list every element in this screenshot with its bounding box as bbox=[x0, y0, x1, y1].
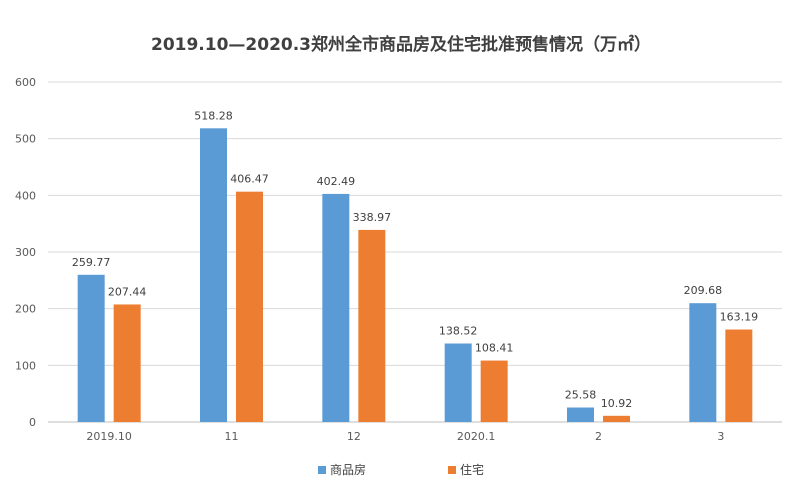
data-label: 338.97 bbox=[353, 211, 392, 224]
legend-swatch bbox=[318, 466, 326, 474]
legend-swatch bbox=[448, 466, 456, 474]
data-label: 10.92 bbox=[601, 397, 633, 410]
bar bbox=[113, 304, 141, 422]
bar bbox=[322, 193, 350, 422]
data-label: 138.52 bbox=[439, 325, 478, 338]
bar bbox=[567, 407, 594, 422]
y-tick-label: 300 bbox=[15, 246, 36, 259]
bar bbox=[444, 343, 472, 422]
data-label: 406.47 bbox=[230, 173, 269, 186]
y-tick-label: 200 bbox=[15, 303, 36, 316]
data-label: 259.77 bbox=[72, 256, 111, 269]
x-tick-label: 2020.1 bbox=[457, 430, 496, 443]
data-labels: 259.77 207.44 518.28 406.47 402.49 338.97 138.… bbox=[72, 109, 758, 410]
data-label: 209.68 bbox=[684, 284, 723, 297]
data-label: 108.41 bbox=[475, 342, 514, 355]
x-tick-label: 11 bbox=[225, 430, 239, 443]
bar bbox=[480, 360, 508, 422]
y-tick-label: 0 bbox=[29, 416, 36, 429]
bars bbox=[77, 128, 753, 423]
x-tick-label: 2019.10 bbox=[86, 430, 132, 443]
y-axis-ticks: 0 100 200 300 400 500 600 bbox=[15, 76, 36, 429]
bar bbox=[725, 329, 753, 422]
data-label: 402.49 bbox=[317, 175, 356, 188]
data-label: 518.28 bbox=[194, 109, 233, 122]
x-tick-label: 3 bbox=[717, 430, 724, 443]
y-tick-label: 100 bbox=[15, 359, 36, 372]
data-label: 163.19 bbox=[720, 311, 759, 324]
bar bbox=[603, 415, 630, 422]
legend-label: 商品房 bbox=[330, 462, 366, 477]
y-tick-label: 500 bbox=[15, 133, 36, 146]
gridlines bbox=[48, 81, 782, 423]
bar bbox=[358, 229, 386, 422]
bar bbox=[200, 128, 227, 423]
y-tick-label: 600 bbox=[15, 76, 36, 89]
y-tick-label: 400 bbox=[15, 189, 36, 202]
bar bbox=[689, 303, 717, 422]
x-axis-ticks: 2019.10 11 12 2020.1 2 3 bbox=[86, 430, 724, 443]
x-tick-label: 12 bbox=[347, 430, 361, 443]
data-label: 207.44 bbox=[108, 285, 147, 298]
x-tick-label: 2 bbox=[595, 430, 602, 443]
chart-title: 2019.10—2020.3郑州全市商品房及住宅批准预售情况（万㎡） bbox=[151, 34, 651, 55]
legend-label: 住宅 bbox=[460, 462, 484, 477]
legend: 商品房 住宅 bbox=[318, 462, 484, 477]
bar bbox=[77, 274, 105, 422]
data-label: 25.58 bbox=[565, 389, 597, 402]
bar bbox=[236, 191, 263, 422]
